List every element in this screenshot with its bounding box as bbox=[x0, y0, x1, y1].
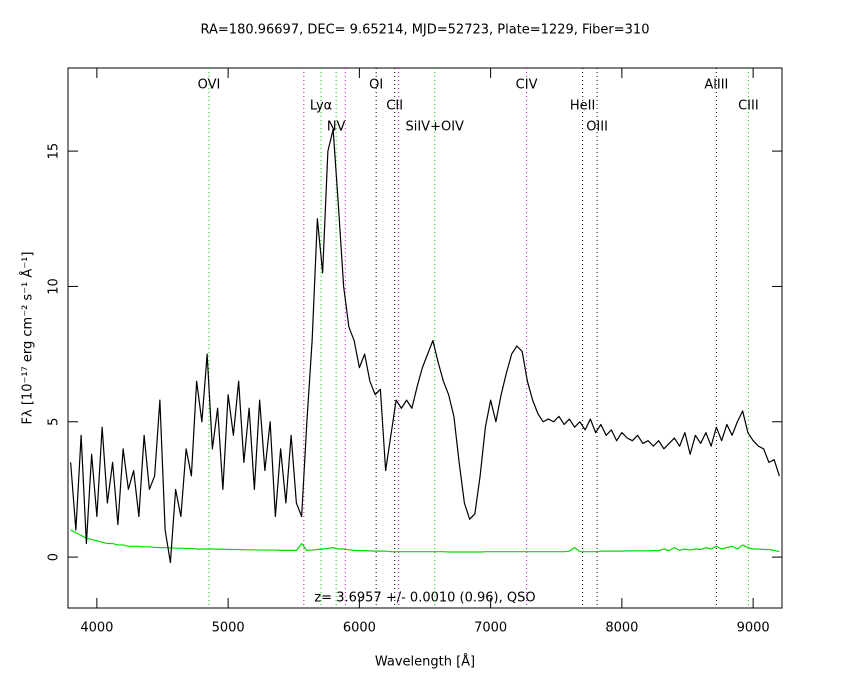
x-axis-label: Wavelength [Å] bbox=[375, 654, 475, 670]
spectrum-line bbox=[70, 529, 780, 553]
chart-title: RA=180.96697, DEC= 9.65214, MJD=52723, P… bbox=[201, 23, 650, 38]
y-tick-label: 5 bbox=[47, 418, 62, 426]
plot-frame bbox=[67, 67, 783, 609]
line-marker-label: OVI bbox=[198, 78, 221, 93]
spectrum-line bbox=[70, 128, 780, 564]
line-marker-label: OI bbox=[369, 78, 383, 93]
x-tick-label: 9000 bbox=[737, 621, 770, 636]
x-tick-label: 4000 bbox=[80, 621, 113, 636]
x-tick-label: 8000 bbox=[605, 621, 638, 636]
y-tick-label: 15 bbox=[47, 143, 62, 160]
annotation: z= 3.6957 +/- 0.0010 (0.96), QSO bbox=[314, 591, 535, 606]
line-marker-label: CIV bbox=[516, 78, 538, 93]
line-marker-label: CII bbox=[386, 99, 403, 114]
line-marker-label: SiIV+OIV bbox=[405, 120, 464, 135]
y-tick-label: 10 bbox=[47, 278, 62, 295]
x-tick-label: 5000 bbox=[212, 621, 245, 636]
line-marker-label: NV bbox=[327, 120, 346, 135]
line-marker-label: HeII bbox=[570, 99, 595, 114]
y-axis-label: Fλ [10⁻¹⁷ erg cm⁻² s⁻¹ Å⁻¹] bbox=[20, 252, 36, 425]
line-marker-label: CIII bbox=[738, 99, 759, 114]
plot-area bbox=[70, 68, 780, 608]
line-marker-label: Lyα bbox=[310, 99, 332, 114]
x-tick-label: 7000 bbox=[474, 621, 507, 636]
y-tick-label: 0 bbox=[47, 553, 62, 561]
line-marker-label: AlIII bbox=[704, 78, 728, 93]
line-marker-label: OIII bbox=[586, 120, 608, 135]
x-tick-label: 6000 bbox=[343, 621, 376, 636]
